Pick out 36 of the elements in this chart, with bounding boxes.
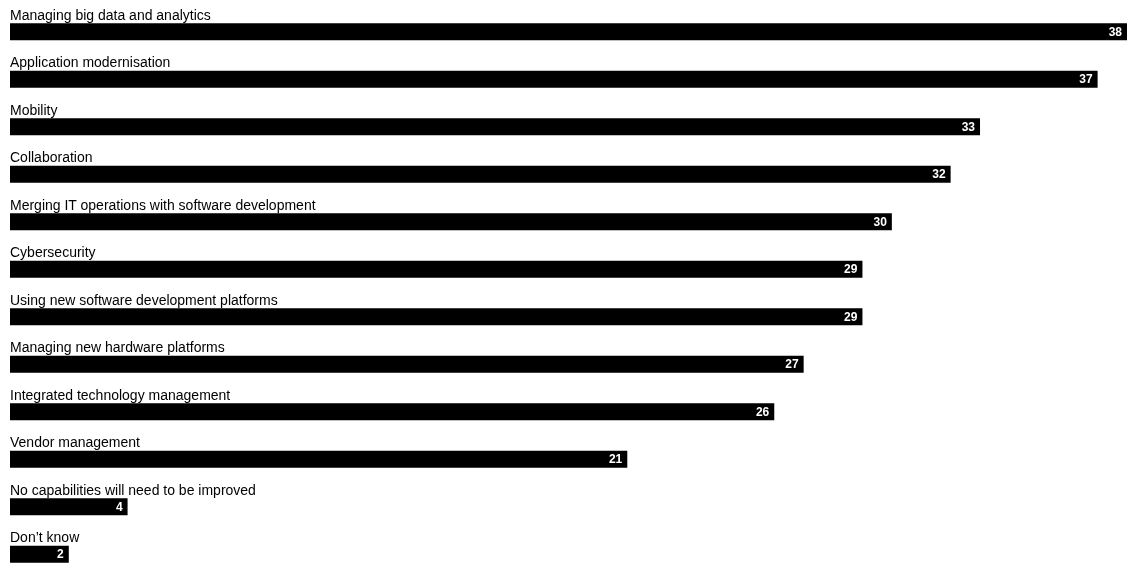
data-label: 29: [844, 262, 858, 277]
y-tick-label: Cybersecurity: [10, 244, 96, 261]
bar: [10, 403, 775, 421]
y-tick-label: Mobility: [10, 101, 58, 118]
bar: [10, 118, 981, 136]
y-tick-label: Don’t know: [10, 529, 81, 546]
data-label: 27: [785, 357, 799, 372]
data-label: 29: [844, 309, 858, 324]
y-tick-label: Merging IT operations with software development: [10, 196, 316, 213]
bar: [10, 260, 863, 278]
data-label: 21: [608, 452, 623, 467]
bar: [10, 70, 1098, 88]
data-label: 26: [755, 404, 770, 419]
data-label: 30: [873, 214, 888, 229]
bar: [10, 545, 69, 563]
y-tick-label: Vendor management: [10, 434, 141, 451]
bar: [10, 23, 1127, 41]
y-tick-label: Managing big data and analytics: [10, 6, 211, 23]
y-tick-label: No capabilities will need to be improved: [10, 481, 256, 498]
bar: [10, 165, 951, 183]
data-label: 38: [1108, 24, 1123, 39]
y-tick-label: Integrated technology management: [10, 386, 231, 403]
bar: [10, 308, 863, 326]
bar: [10, 450, 628, 468]
data-label: 33: [961, 119, 976, 134]
y-tick-label: Collaboration: [10, 149, 93, 166]
bar: [10, 498, 128, 516]
data-label: 32: [932, 167, 946, 182]
bar: [10, 355, 804, 373]
bar: [10, 213, 892, 231]
y-tick-label: Managing new hardware platforms: [10, 339, 225, 356]
data-label: 4: [115, 499, 123, 514]
data-label: 37: [1079, 72, 1093, 87]
y-tick-label: Application modernisation: [10, 54, 171, 71]
data-label: 2: [57, 547, 65, 562]
y-tick-label: Using new software development platforms: [10, 291, 278, 308]
